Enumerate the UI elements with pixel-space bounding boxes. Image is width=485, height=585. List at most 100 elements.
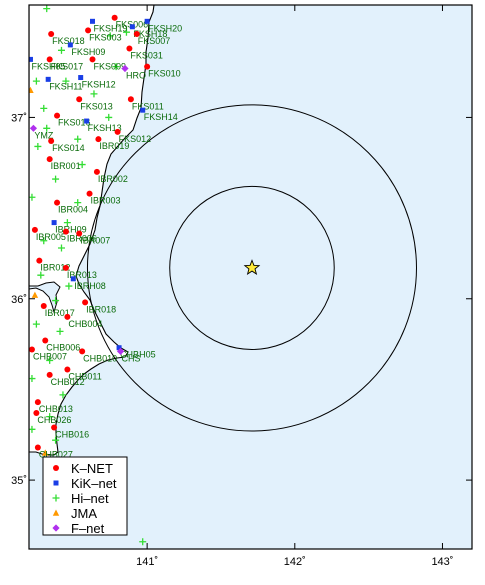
knet-station-marker (36, 257, 43, 264)
hinet-station-marker (139, 538, 147, 546)
kiknet-station-marker (140, 107, 146, 113)
station-label: IBR019 (99, 141, 129, 151)
y-tick-label: 36˚ (11, 294, 27, 306)
legend-label: JMA (71, 506, 97, 521)
station-label: CHB027 (39, 449, 73, 459)
station-label: FKS017 (51, 61, 84, 71)
kiknet-station-marker (45, 76, 51, 82)
station-label: IBRH09 (55, 225, 87, 235)
fnet-station-marker (29, 124, 38, 132)
station-label: FKS018 (52, 36, 85, 46)
hinet-station-marker (90, 90, 98, 98)
knet-station-marker (62, 264, 69, 271)
station-label: IBR003 (91, 196, 121, 206)
station-label: CHBH05 (120, 350, 156, 360)
station-label: CHB012 (51, 377, 85, 387)
hinet-station-marker (105, 113, 113, 121)
knet-station-marker (133, 31, 140, 38)
purple-diamond-icon (52, 524, 60, 532)
station-label: CHB016 (55, 430, 89, 440)
knet-station-marker (93, 168, 100, 175)
map-frame (28, 4, 473, 550)
knet-station-marker (64, 366, 71, 373)
knet-station-marker (62, 228, 69, 235)
y-tick-label: 37˚ (11, 112, 27, 124)
fnet-station-marker (121, 64, 129, 73)
hinet-station-marker (34, 142, 42, 150)
hinet-station-marker (63, 219, 71, 227)
station-label: FKS012 (119, 134, 152, 144)
station-label: HRO (126, 70, 146, 80)
station-label: FKS003 (89, 32, 122, 42)
hinet-station-marker (112, 63, 120, 71)
hinet-station-marker (43, 5, 51, 13)
knet-station-marker (85, 27, 92, 34)
hinet-station-marker (52, 436, 60, 444)
knet-station-marker (127, 96, 134, 103)
knet-station-marker (46, 56, 53, 63)
kiknet-station-marker (78, 75, 84, 81)
station-label: IBR001 (51, 161, 81, 171)
station-label: IBR006 (67, 234, 97, 244)
knet-station-marker (64, 313, 71, 320)
knet-station-marker (42, 337, 49, 344)
station-label: CHB007 (33, 352, 67, 362)
knet-station-marker (144, 63, 151, 70)
jma-station-marker (31, 291, 39, 298)
jma-station-marker (42, 449, 49, 456)
station-label: FKS010 (148, 69, 181, 79)
knet-station-marker (82, 299, 89, 306)
knet-station-marker (54, 199, 61, 206)
distance-ring (169, 185, 335, 350)
knet-station-marker (48, 138, 55, 144)
hinet-station-marker (29, 375, 36, 383)
knet-station-marker (46, 371, 53, 378)
knet-station-marker (48, 31, 55, 38)
station-label: CHB006 (46, 342, 80, 352)
legend-label: K–NET (71, 461, 113, 476)
hinet-station-marker (74, 199, 82, 207)
station-label: IBRH08 (74, 281, 106, 291)
red-circle-icon (53, 465, 59, 471)
blue-square-icon (53, 480, 59, 486)
kiknet-station-marker (70, 276, 76, 282)
epicenter-star-icon (243, 259, 261, 276)
knet-station-marker (114, 128, 121, 135)
hinet-station-marker (37, 271, 45, 279)
hinet-station-marker (52, 297, 60, 305)
station-label: CHS (122, 353, 141, 363)
knet-station-marker (51, 424, 58, 431)
kiknet-station-marker (116, 345, 122, 351)
stations-layer: FKS006FKSH20FKSH19FKSH18FKS003FKS007FKS0… (29, 5, 182, 546)
station-label: FKSH11 (49, 81, 82, 91)
station-label: IBR012 (40, 263, 70, 273)
station-label: FKSH14 (144, 112, 178, 122)
hinet-station-marker (32, 77, 40, 85)
distance-rings (86, 104, 417, 432)
hinet-station-marker (65, 282, 73, 290)
knet-station-marker (40, 303, 47, 310)
knet-station-marker (31, 226, 38, 233)
epicenter-layer (243, 259, 261, 276)
station-label: IBR004 (58, 205, 88, 215)
hinet-station-marker (40, 237, 48, 245)
hinet-station-marker (46, 356, 54, 364)
orange-triangle-icon (52, 509, 60, 516)
station-label: IBR005 (36, 232, 66, 242)
knet-station-marker (76, 96, 83, 103)
station-label: FKS031 (130, 51, 163, 61)
hinet-station-marker (57, 244, 65, 252)
hinet-station-marker (56, 327, 64, 335)
legend-label: F–net (71, 521, 105, 536)
station-label: CHB013 (39, 404, 73, 414)
station-label: FKSH20 (148, 23, 182, 33)
hinet-station-marker (40, 104, 48, 112)
kiknet-station-marker (67, 42, 73, 48)
hinet-station-marker (78, 161, 86, 169)
kiknet-station-marker (51, 220, 57, 226)
map-content: FKS006FKSH20FKSH19FKSH18FKS003FKS007FKS0… (29, 5, 417, 546)
legend-label: Hi–net (71, 491, 109, 506)
knet-station-marker (95, 136, 102, 143)
